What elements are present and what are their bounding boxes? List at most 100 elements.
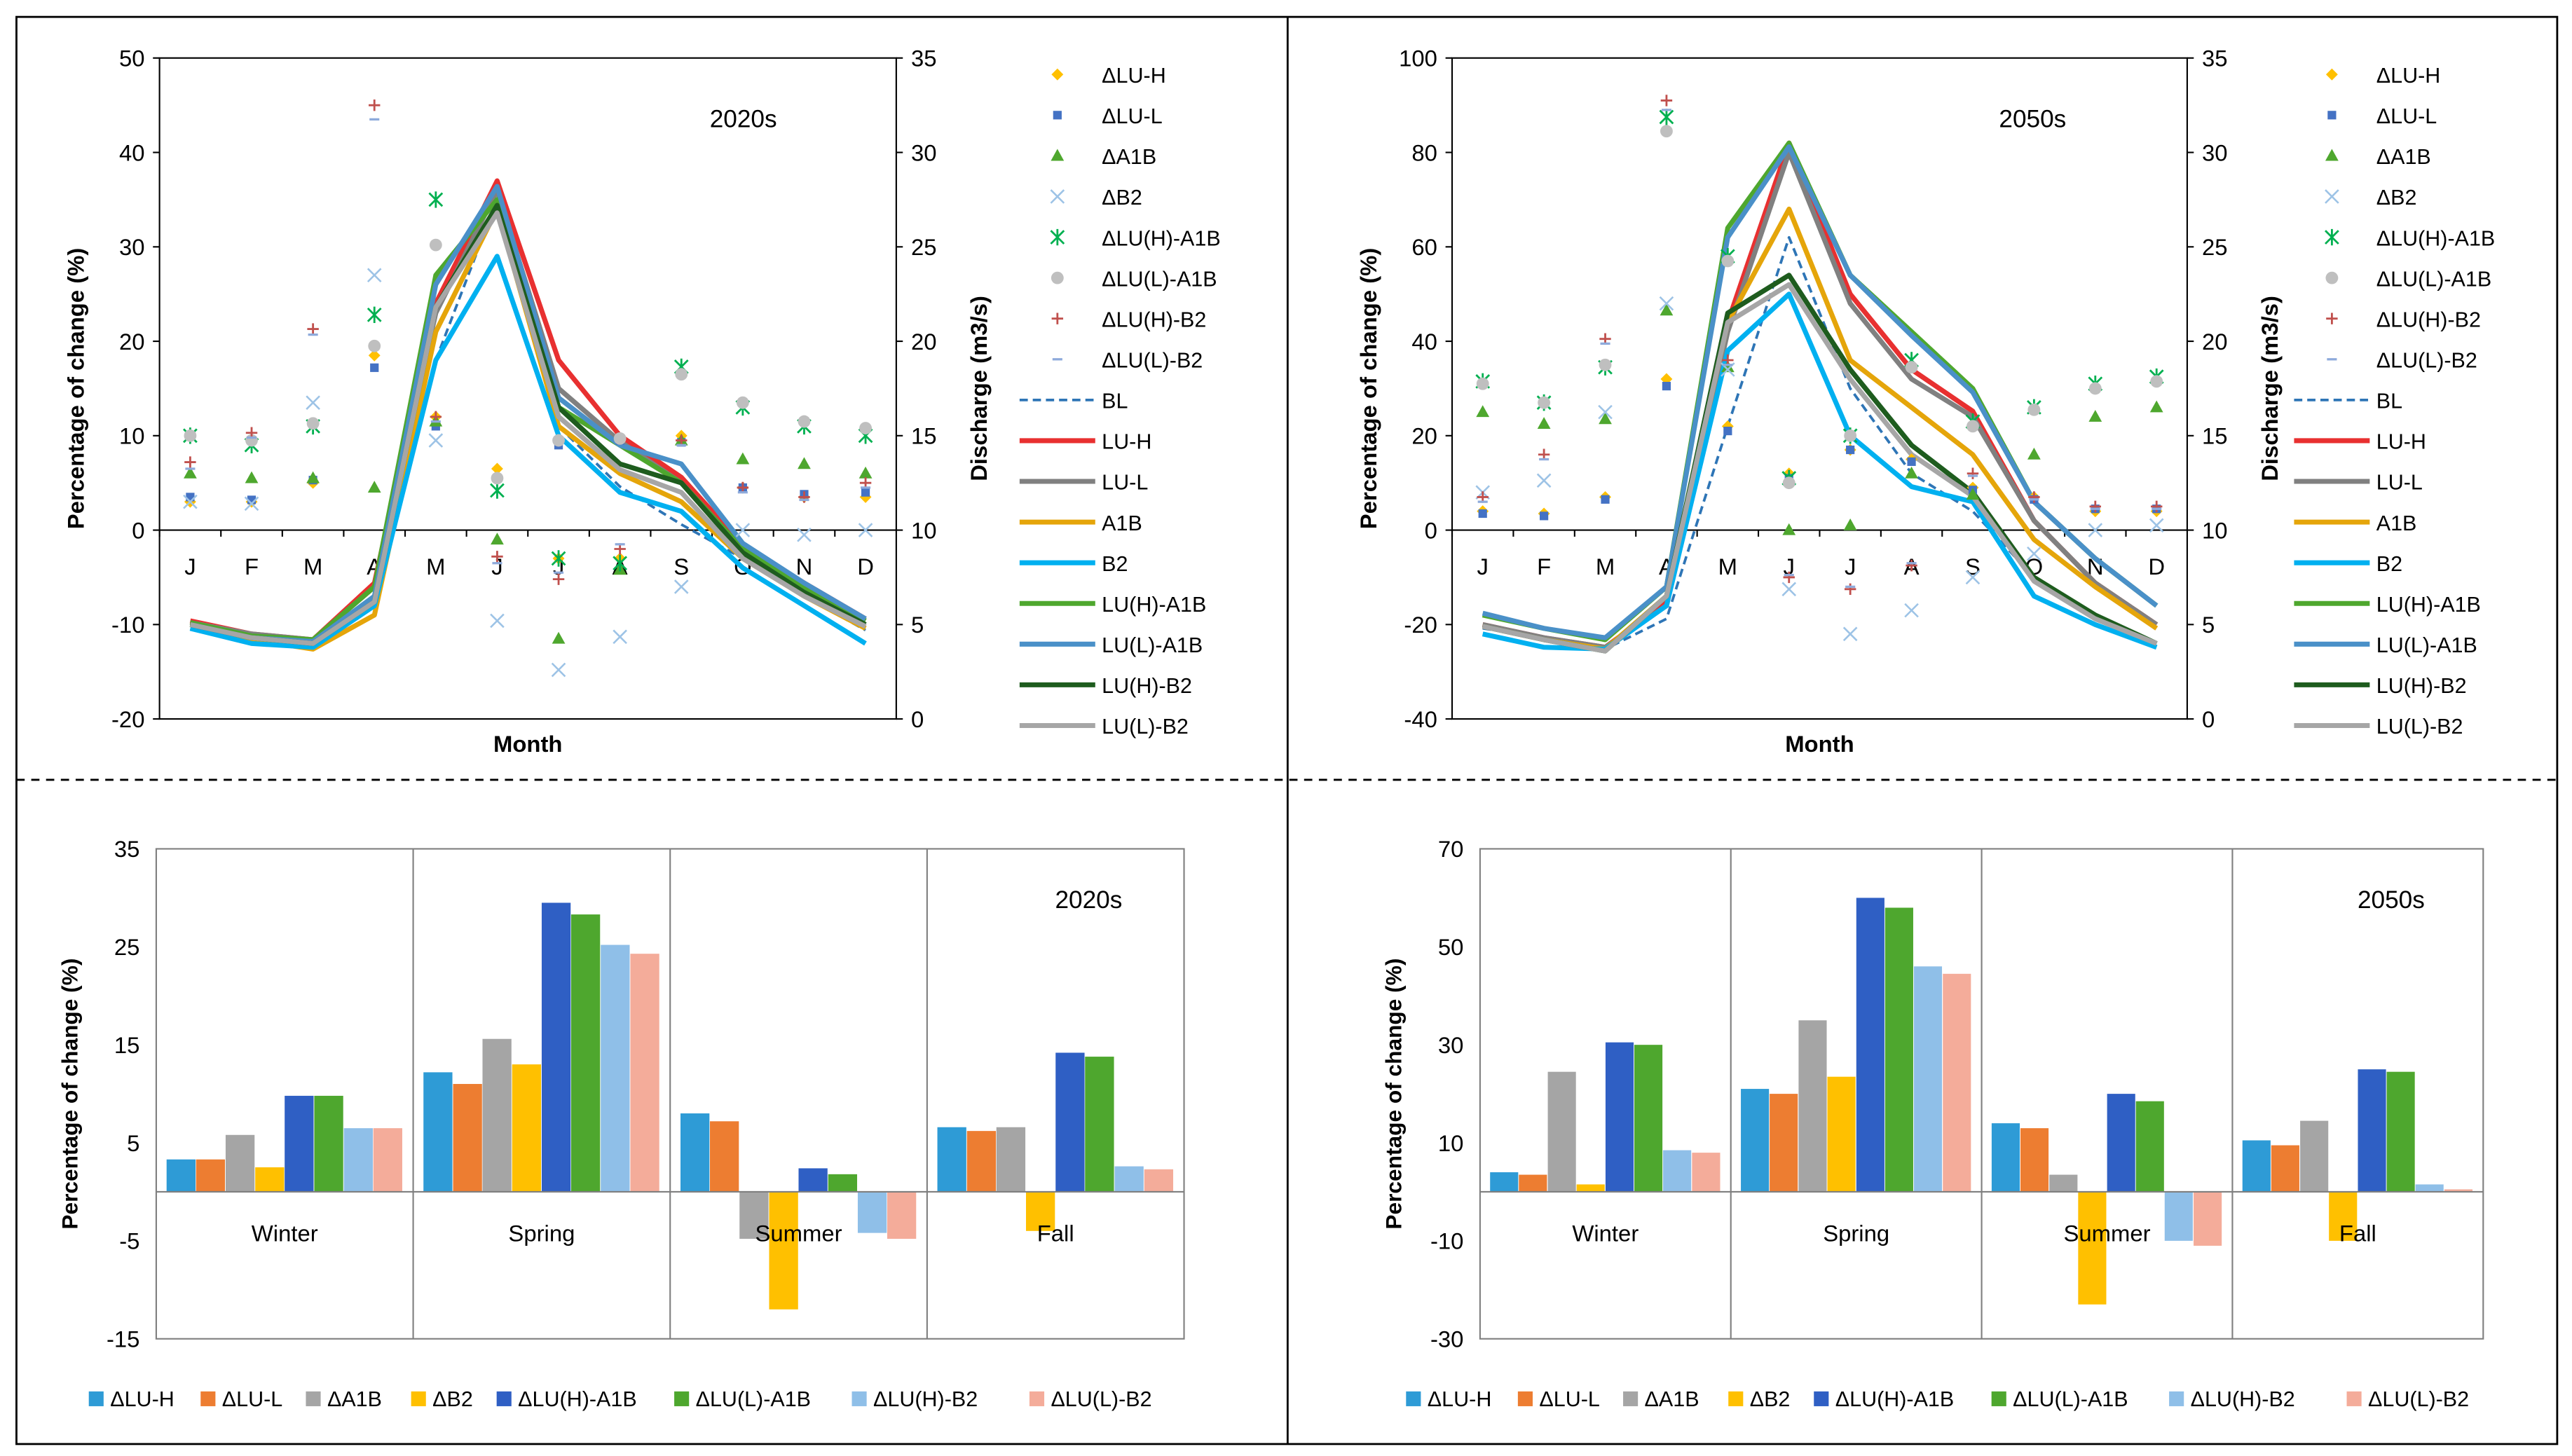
y2-tick-label: 35 (2202, 46, 2228, 71)
legend-label-lu-h-b2: LU(H)-B2 (1102, 674, 1192, 698)
legend-marker-delta-lu-h-a1b (1050, 228, 1065, 246)
scatter-point-delta-lu-l (861, 488, 870, 497)
legend-marker-delta-lu-h-a1b (2325, 228, 2339, 246)
line-series-lu-l-a1b (1482, 144, 2159, 640)
scatter-point-delta-lu-l-a1b (184, 429, 197, 442)
scatter-point-delta-a1b (491, 533, 504, 545)
legend-label-delta-lu-h-a1b: ΔLU(H)-A1B (1102, 226, 1221, 250)
panel-period-label: 2050s (2358, 886, 2425, 914)
scatter-point-delta-lu-h-a1b (551, 550, 566, 567)
y2-tick-label: 15 (911, 423, 937, 449)
bar-delta-a1b-fall (2300, 1120, 2329, 1192)
legend-label-a1b: A1B (1102, 511, 1142, 535)
legend-label-lu-h: LU-H (2376, 430, 2426, 454)
bar-delta-b2-summer (769, 1191, 798, 1310)
y-tick-label: 25 (114, 934, 140, 960)
legend-marker-delta-lu-h-b2 (1051, 313, 1064, 324)
scatter-point-delta-b2 (1598, 404, 1613, 420)
scatter-point-delta-lu-l-a1b (2088, 382, 2102, 395)
bar-delta-lu-h-winter (1490, 1172, 1519, 1192)
scatter-point-delta-lu-l-a1b (1966, 420, 1979, 433)
bar-delta-lu-l-winter (196, 1159, 226, 1192)
scatter-point-delta-lu-l (1662, 381, 1671, 391)
legend-marker-delta-b2 (2325, 189, 2339, 204)
y2-tick-label: 10 (911, 517, 937, 543)
y-tick-label: -30 (1430, 1326, 1463, 1352)
legend-marker-delta-lu-l (2327, 111, 2337, 120)
x-tick-label-m: M (1596, 554, 1615, 579)
y-tick-label: -40 (1404, 706, 1437, 732)
panel-period-label: 2050s (1999, 105, 2066, 132)
legend-label-delta-lu-h: ΔLU-H (1428, 1387, 1492, 1411)
legend-label-lu-l-b2: LU(L)-B2 (2376, 715, 2463, 739)
scatter-point-delta-lu-l-a1b (1905, 361, 1918, 374)
legend-label-delta-a1b: ΔA1B (327, 1387, 382, 1411)
legend-label-delta-b2: ΔB2 (2376, 186, 2417, 210)
scatter-point-delta-lu-l-a1b (2150, 375, 2163, 388)
scatter-point-delta-lu-l-a1b (1782, 476, 1795, 490)
legend-label-lu-l-b2: LU(L)-B2 (1102, 715, 1189, 739)
line-series-b2 (189, 254, 867, 650)
scatter-point-delta-b2 (735, 523, 751, 537)
legend-label-delta-lu-h: ΔLU-H (110, 1387, 175, 1411)
bar-delta-lu-h-fall (2242, 1140, 2271, 1192)
scatter-point-delta-b2 (490, 613, 505, 629)
x-axis-title: Month (1785, 731, 1854, 757)
scatter-point-delta-a1b (736, 452, 750, 465)
legend-label-delta-lu-l-b2: ΔLU(L)-B2 (1051, 1387, 1151, 1411)
bar-delta-lu-l-a1b-fall (2386, 1071, 2415, 1192)
scatter-point-delta-lu-l-a1b (1538, 396, 1551, 409)
scatter-point-delta-lu-l (1601, 495, 1610, 504)
bar-delta-lu-h-b2-fall (1114, 1166, 1144, 1192)
scatter-point-delta-a1b (552, 631, 566, 644)
bar-delta-lu-l-b2-summer (2194, 1191, 2222, 1246)
scatter-point-delta-b2 (1842, 626, 1858, 642)
x-tick-label-d: D (2148, 554, 2165, 579)
scatter-point-delta-lu-l-a1b (368, 339, 381, 352)
scatter-point-delta-b2 (613, 629, 627, 645)
legend-swatch-delta-lu-l-a1b (674, 1391, 690, 1406)
legend-label-delta-b2: ΔB2 (432, 1387, 473, 1411)
scatter-point-delta-lu-h-a1b (367, 306, 382, 324)
scatter-point-delta-lu-h (491, 462, 503, 475)
bar-delta-lu-l-b2-spring (1943, 973, 1971, 1192)
y-tick-label: -20 (1404, 612, 1437, 638)
scatter-point-delta-lu-h-b2 (552, 573, 565, 585)
scatter-point-delta-lu-h-b2 (2151, 500, 2163, 513)
x-tick-label-j: J (1784, 554, 1795, 579)
y-tick-label: -10 (111, 612, 144, 638)
legend-label-delta-lu-l-b2: ΔLU(L)-B2 (2376, 349, 2477, 373)
y-tick-label: 40 (119, 139, 145, 165)
y2-tick-label: 30 (2202, 139, 2228, 165)
legend-label-lu-l-a1b: LU(L)-A1B (1102, 633, 1203, 657)
y-tick-label: 10 (1438, 1130, 1464, 1156)
scatter-point-delta-a1b (367, 481, 381, 493)
scatter-point-delta-a1b (2088, 410, 2102, 422)
legend-swatch-delta-lu-l-b2 (2346, 1391, 2362, 1406)
legend-swatch-delta-lu-l (1517, 1391, 1533, 1406)
scatter-point-delta-b2 (428, 433, 444, 448)
y-axis-title: Percentage of change (%) (1381, 959, 1406, 1230)
scatter-point-delta-b2 (1965, 570, 1981, 585)
scatter-point-delta-a1b (1966, 488, 1980, 500)
y2-tick-label: 35 (911, 46, 937, 71)
line-series-bl (1482, 235, 2158, 651)
scatter-point-delta-lu-h-a1b (613, 555, 628, 572)
scatter-point-delta-b2 (367, 268, 382, 283)
legend-swatch-delta-a1b (306, 1391, 321, 1406)
legend-marker-delta-b2 (1050, 189, 1065, 204)
legend-label-delta-b2: ΔB2 (1750, 1387, 1791, 1411)
scatter-point-delta-lu-h-b2 (307, 323, 319, 335)
y-tick-label: 35 (114, 836, 140, 862)
y-tick-label: 70 (1438, 836, 1464, 862)
legend-label-delta-lu-l-b2: ΔLU(L)-B2 (1102, 349, 1203, 373)
legend-label-lu-l-a1b: LU(L)-A1B (2376, 633, 2477, 657)
bar-delta-lu-h-a1b-fall (2358, 1069, 2386, 1192)
legend-label-delta-lu-l-a1b: ΔLU(L)-A1B (2376, 267, 2491, 291)
legend-marker-delta-lu-h (1051, 68, 1064, 81)
scatter-point-delta-lu-l-a1b (1844, 429, 1857, 442)
x-tick-label-n: N (796, 554, 813, 579)
legend-label-delta-lu-l: ΔLU-L (2376, 104, 2437, 128)
panel-period-label: 2020s (710, 105, 777, 132)
